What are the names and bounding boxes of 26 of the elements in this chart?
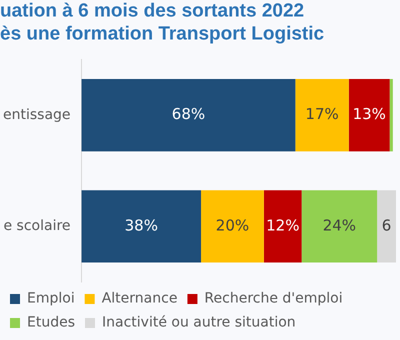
bar [377, 190, 396, 263]
bar [390, 79, 393, 152]
bar [264, 190, 302, 263]
data-label: 17% [305, 105, 339, 124]
legend-label: Emploi [27, 290, 75, 307]
data-label: 13% [352, 105, 386, 124]
data-label: 6 [382, 216, 392, 234]
text: ès une formation Transport Logistic [0, 23, 324, 44]
data-label: 68% [172, 105, 206, 124]
legend-label: Recherche d'emploi [204, 290, 343, 307]
bar [302, 190, 378, 263]
data-label: 12% [266, 216, 300, 234]
bar [348, 79, 390, 152]
data-label: 24% [322, 216, 356, 234]
bar [82, 190, 202, 263]
bar [295, 79, 349, 152]
bar [82, 79, 296, 152]
legend-label: Alternance [102, 290, 178, 307]
legend-label: Inactivité ou autre situation [102, 314, 296, 331]
data-label: 38% [124, 216, 158, 234]
y-tick-label: e scolaire [3, 218, 71, 234]
y-tick-label: entissage [2, 106, 71, 123]
data-label: 20% [216, 216, 250, 234]
legend-label: Etudes [27, 314, 76, 331]
text: uation à 6 mois des sortants 2022 [0, 0, 304, 22]
bar [201, 190, 264, 263]
